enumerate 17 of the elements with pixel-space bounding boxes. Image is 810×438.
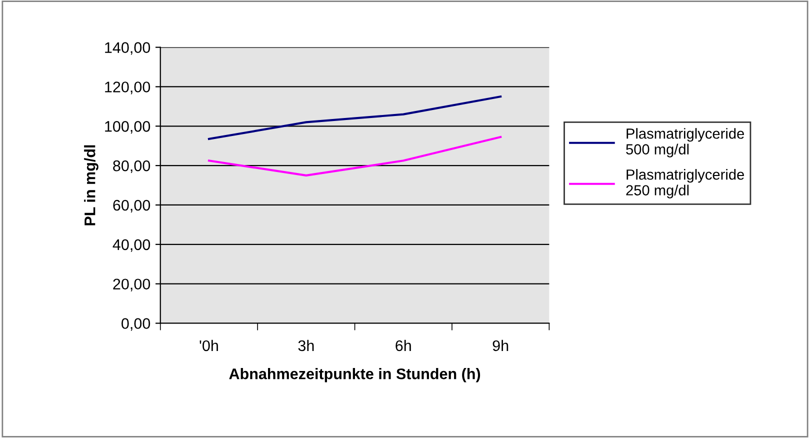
y-tick-label: 0,00 <box>122 318 150 331</box>
y-axis-title: PL in mg/dl <box>84 145 98 226</box>
line-series <box>208 96 502 140</box>
legend-label: Plasmatriglyceride 250 mg/dl <box>626 169 744 198</box>
legend-label: Plasmatriglyceride 500 mg/dl <box>626 128 744 158</box>
y-tick-label: 100,00 <box>105 121 150 134</box>
y-tick-label: 40,00 <box>112 239 150 252</box>
y-tick-label: 80,00 <box>113 160 150 174</box>
y-tick-label: 140,00 <box>105 42 150 55</box>
x-axis-title: Abnahmezeitpunkte in Stunden (h) <box>229 368 480 382</box>
y-tick-label: 60,00 <box>113 200 150 212</box>
x-tick-label: 6h <box>396 340 411 352</box>
x-tick-label: 3h <box>298 340 314 352</box>
y-tick-label: 120,00 <box>105 82 150 94</box>
x-tick-label: '0h <box>200 340 218 352</box>
y-tick-label: 20,00 <box>113 278 150 292</box>
x-tick-label: 9h <box>492 340 508 352</box>
